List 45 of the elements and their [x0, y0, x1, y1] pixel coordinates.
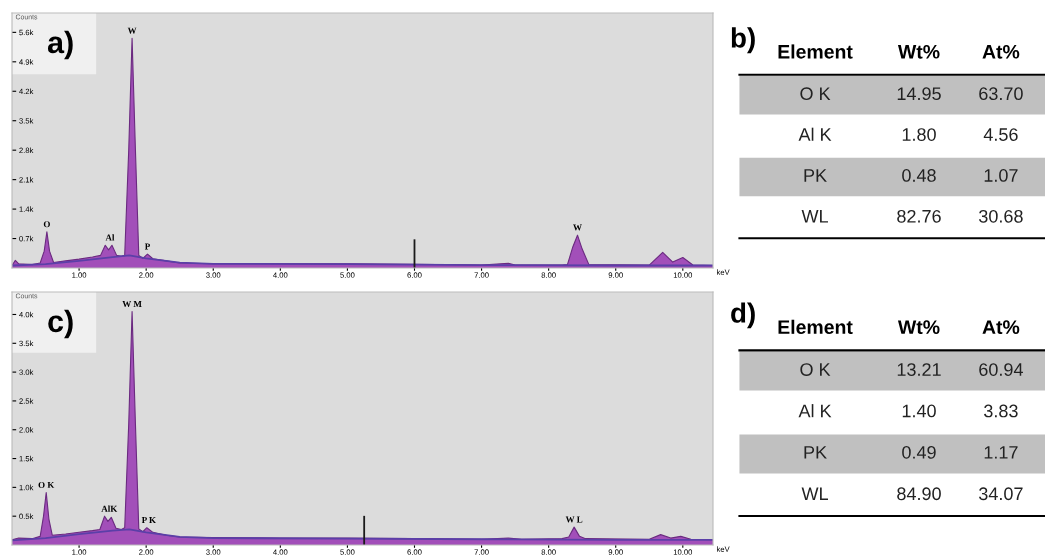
data-label: 60.94: [979, 363, 1023, 376]
text: Element: [778, 44, 853, 59]
category-label: WL: [801, 487, 828, 500]
category-label: PK: [804, 446, 827, 459]
data-label: 3.83: [984, 404, 1018, 418]
category-label: PK: [804, 169, 827, 182]
text: At%: [982, 44, 1020, 59]
annotation: AlK: [101, 505, 118, 512]
annotation: P: [144, 243, 151, 250]
series-label: Wt%: [897, 320, 940, 334]
text: b): [731, 27, 755, 54]
text: Element: [778, 319, 853, 335]
data-label: 1.07: [984, 169, 1018, 182]
data-label: 14.95: [897, 87, 941, 101]
annotation: O K: [38, 481, 55, 488]
annotation: P K: [141, 517, 156, 524]
data-label: 4.56: [983, 128, 1018, 141]
line-series: [12, 528, 713, 542]
data-label: 0.48: [902, 169, 936, 182]
data-label: 13.21: [897, 363, 941, 376]
annotation: W L: [565, 516, 583, 523]
annotation: W: [573, 224, 582, 231]
annotation: W M: [122, 300, 142, 308]
data-label: 0.49: [902, 445, 936, 459]
data-label: 1.80: [902, 128, 936, 141]
data-label: 82.76: [897, 209, 941, 223]
annotation: O: [43, 221, 50, 228]
category-label: Al K: [798, 404, 832, 418]
series-label: Wt%: [897, 44, 940, 59]
text: d): [731, 302, 755, 329]
data-label: 63.70: [979, 87, 1023, 101]
category-label: O K: [800, 363, 831, 376]
data-label: 1.40: [902, 404, 936, 418]
text: At%: [982, 320, 1020, 334]
category-label: O K: [800, 87, 831, 101]
data-label: 30.68: [979, 209, 1023, 223]
category-label: Al K: [798, 127, 832, 141]
category-label: WL: [801, 210, 828, 223]
data-label: 34.07: [979, 487, 1023, 501]
annotation: Al: [105, 234, 115, 241]
data-label: 84.90: [897, 487, 941, 501]
text: c): [48, 309, 73, 339]
data-label: 1.17: [984, 446, 1018, 459]
annotation: W: [127, 27, 137, 34]
text: a): [47, 30, 73, 60]
